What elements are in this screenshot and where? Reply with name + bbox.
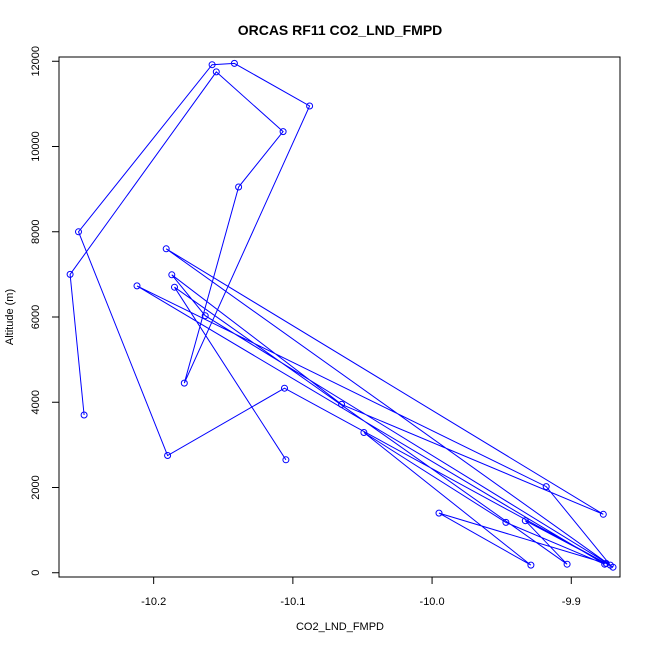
data-point xyxy=(171,283,178,291)
data-point xyxy=(201,312,209,320)
y-tick-label: 0 xyxy=(30,570,42,576)
data-point xyxy=(563,560,571,568)
data-point xyxy=(208,61,216,69)
data-point xyxy=(230,59,238,67)
y-tick-label: 4000 xyxy=(30,390,42,414)
x-axis: -10.2 -10.1 -10.0 -9.9 xyxy=(141,576,581,608)
y-tick-label: 12000 xyxy=(30,46,42,77)
data-point xyxy=(599,510,607,518)
data-point xyxy=(133,282,141,290)
data-point xyxy=(279,128,287,136)
data-point xyxy=(75,228,82,236)
data-point xyxy=(338,400,346,408)
data-point xyxy=(282,456,290,464)
series-layer xyxy=(66,59,617,571)
x-tick-label: -10.0 xyxy=(420,596,445,608)
y-axis: 0 2000 4000 6000 8000 10000 12000 xyxy=(30,46,60,576)
data-point xyxy=(281,384,288,392)
data-point xyxy=(164,452,172,459)
data-point xyxy=(542,483,550,491)
data-point xyxy=(521,517,529,525)
data-point xyxy=(162,245,170,253)
y-tick-label: 6000 xyxy=(30,305,42,329)
x-tick-label: -9.9 xyxy=(562,596,581,608)
x-tick-label: -10.1 xyxy=(280,596,305,608)
data-point xyxy=(66,270,74,278)
data-point xyxy=(168,271,176,279)
data-point xyxy=(360,429,368,436)
data-point xyxy=(80,411,88,419)
x-axis-label: CO2_LND_FMPD xyxy=(296,621,384,633)
data-point xyxy=(602,559,610,567)
y-tick-label: 10000 xyxy=(30,131,42,162)
data-point xyxy=(435,509,443,517)
chart-title: ORCAS RF11 CO2_LND_FMPD xyxy=(238,22,443,38)
series-line xyxy=(69,62,614,568)
y-axis-label: Altitude (m) xyxy=(4,289,16,345)
data-point xyxy=(235,183,243,191)
data-point xyxy=(527,561,535,569)
data-point xyxy=(180,379,188,387)
data-point xyxy=(212,68,220,76)
plot-frame xyxy=(58,56,621,578)
x-tick-label: -10.2 xyxy=(141,596,166,608)
data-point xyxy=(502,518,510,526)
y-tick-label: 2000 xyxy=(30,475,42,499)
data-point xyxy=(306,102,314,110)
data-point xyxy=(601,560,609,568)
y-tick-label: 8000 xyxy=(30,220,42,244)
